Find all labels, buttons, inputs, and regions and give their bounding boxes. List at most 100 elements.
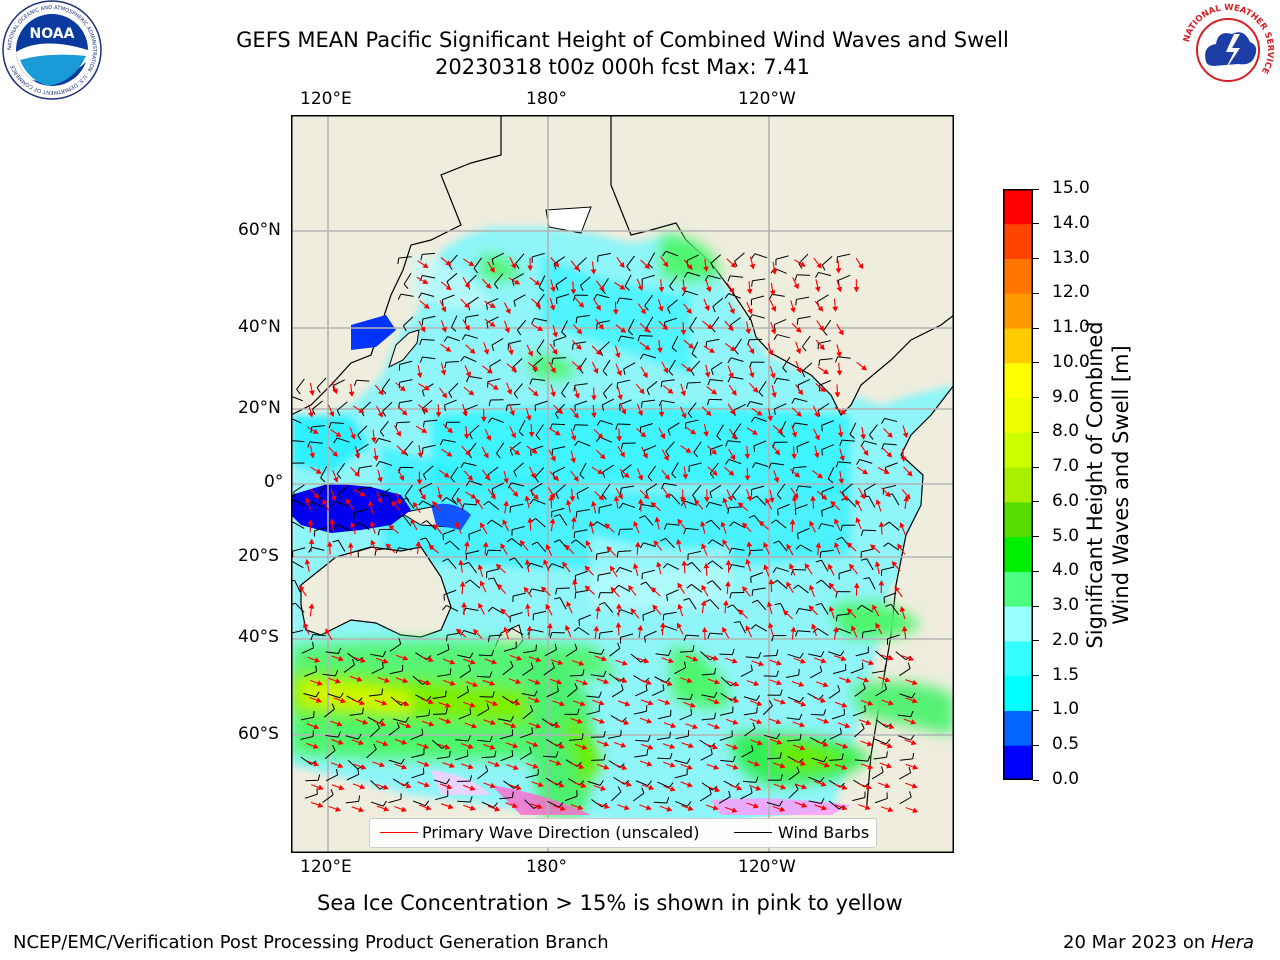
wave-direction-arrow xyxy=(570,717,583,724)
wind-barb xyxy=(748,314,765,321)
wind-barb xyxy=(607,729,622,739)
wind-barb xyxy=(573,529,588,539)
wave-direction-arrow xyxy=(394,738,408,745)
wave-direction-arrow xyxy=(746,302,753,315)
wind-barb xyxy=(616,379,631,389)
wind-barb xyxy=(871,766,884,780)
wind-barb xyxy=(741,744,754,758)
wind-barb xyxy=(513,462,524,478)
colorbar-tick-label: 11.0 xyxy=(1052,317,1090,338)
colorbar-segment xyxy=(1003,467,1033,503)
wave-direction-arrow xyxy=(385,543,396,553)
wave-direction-arrow xyxy=(463,701,476,708)
colorbar-segment xyxy=(1003,675,1033,711)
wave-direction-arrow xyxy=(660,256,669,268)
lon-tick-top-120w: 120°W xyxy=(738,89,796,109)
wave-direction-arrow xyxy=(639,341,651,351)
wave-direction-arrow xyxy=(746,427,758,435)
wave-direction-arrow xyxy=(394,806,407,813)
wave-direction-arrow xyxy=(519,540,529,551)
wind-barb xyxy=(899,766,912,780)
wind-barb xyxy=(602,359,611,376)
wave-direction-arrow xyxy=(814,279,821,293)
wave-direction-arrow xyxy=(769,659,782,666)
wind-barb xyxy=(332,539,346,552)
wave-direction-arrow xyxy=(782,609,793,620)
wind-barb xyxy=(787,733,802,742)
wave-direction-arrow xyxy=(439,300,447,313)
wind-barb xyxy=(575,509,590,518)
wave-direction-legend-line xyxy=(380,832,418,833)
wave-direction-arrow xyxy=(615,363,622,377)
wave-direction-arrow xyxy=(463,804,476,811)
wind-barb xyxy=(574,440,591,447)
wind-barb xyxy=(618,528,633,536)
wave-direction-arrow xyxy=(462,319,470,331)
wind-barb xyxy=(370,800,387,807)
wind-barb xyxy=(821,420,834,432)
wave-direction-arrow xyxy=(325,628,333,641)
wave-direction-arrow xyxy=(495,563,506,574)
wind-barb xyxy=(674,661,687,675)
wave-direction-arrow xyxy=(661,361,669,374)
wave-direction-arrow xyxy=(636,428,647,438)
wave-direction-arrow xyxy=(883,428,893,438)
wave-direction-arrow xyxy=(548,361,556,374)
wave-direction-arrow xyxy=(463,470,473,481)
wind-barb xyxy=(863,483,876,497)
wind-barb xyxy=(615,423,631,430)
wave-direction-arrow xyxy=(571,659,585,666)
wave-direction-arrow xyxy=(355,718,369,725)
wave-direction-arrow xyxy=(877,782,891,789)
wave-direction-arrow xyxy=(597,803,610,809)
colorbar-tick-label: 2.0 xyxy=(1052,629,1080,650)
wave-direction-arrow xyxy=(299,585,307,597)
wind-barb xyxy=(541,718,558,727)
wave-direction-arrow xyxy=(855,499,863,512)
wind-barb xyxy=(705,338,720,348)
wave-direction-arrow xyxy=(415,540,422,554)
wind-barb xyxy=(674,758,691,765)
colorbar-tick-label: 12.0 xyxy=(1052,282,1090,303)
colorbar-tick-mark xyxy=(1033,779,1039,781)
wave-direction-arrow xyxy=(680,445,692,453)
wave-direction-arrow xyxy=(680,763,693,770)
wind-barb xyxy=(402,316,414,332)
wave-direction-arrow xyxy=(816,717,830,724)
footer-left: NCEP/EMC/Verification Post Processing Pr… xyxy=(13,932,609,953)
wave-direction-arrow xyxy=(483,342,490,355)
wave-direction-arrow xyxy=(591,387,597,401)
wave-direction-arrow xyxy=(772,805,786,812)
wind-barb xyxy=(633,787,645,802)
north-america-landmass xyxy=(610,115,954,417)
wave-direction-arrow xyxy=(663,761,676,768)
wave-direction-arrow xyxy=(461,445,471,456)
wind-barb xyxy=(598,602,614,613)
wind-barb xyxy=(883,542,900,551)
wave-direction-arrow xyxy=(566,601,573,614)
wave-direction-arrow xyxy=(503,470,509,484)
wind-barb xyxy=(379,421,389,437)
wave-direction-arrow xyxy=(570,450,576,464)
colorbar-segment xyxy=(1003,258,1033,294)
wave-direction-arrow xyxy=(442,423,454,434)
wind-barb xyxy=(502,660,514,676)
wave-direction-arrow xyxy=(791,407,802,417)
wave-direction-legend-label: Primary Wave Direction (unscaled) xyxy=(422,823,700,842)
wind-barb xyxy=(821,505,835,517)
wave-direction-arrow xyxy=(901,625,908,640)
lat-tick-60s: 60°S xyxy=(238,724,279,744)
wave-direction-arrow xyxy=(662,384,674,394)
wind-barb xyxy=(666,589,679,601)
wave-direction-arrow xyxy=(724,806,738,813)
wave-direction-arrow xyxy=(902,425,909,439)
wind-barb xyxy=(611,786,622,802)
wind-barb xyxy=(444,540,460,551)
wind-barb xyxy=(548,563,565,569)
wave-direction-arrow xyxy=(570,428,577,442)
wave-direction-arrow xyxy=(811,623,817,636)
wave-direction-arrow xyxy=(727,403,735,416)
wave-direction-arrow xyxy=(552,324,558,338)
wave-direction-arrow xyxy=(897,543,906,555)
wave-direction-arrow xyxy=(858,804,871,811)
